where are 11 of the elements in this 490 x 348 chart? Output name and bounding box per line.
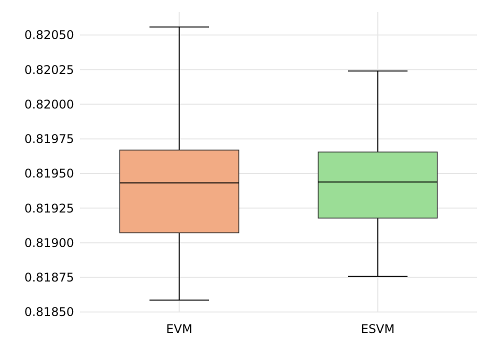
y-tick-label: 0.82025 xyxy=(24,62,74,77)
y-tick-label: 0.82000 xyxy=(24,97,74,112)
x-tick-label: EVM xyxy=(166,322,192,336)
y-tick-label: 0.82050 xyxy=(24,28,74,42)
x-tick-label: ESVM xyxy=(360,322,395,336)
y-tick-label: 0.81950 xyxy=(24,166,74,181)
y-tick-label: 0.81975 xyxy=(24,132,74,146)
y-tick-label: 0.81875 xyxy=(24,270,74,285)
y-tick-label: 0.81925 xyxy=(24,201,74,216)
y-tick-label: 0.81850 xyxy=(24,305,74,320)
y-tick-label: 0.81900 xyxy=(24,236,74,250)
